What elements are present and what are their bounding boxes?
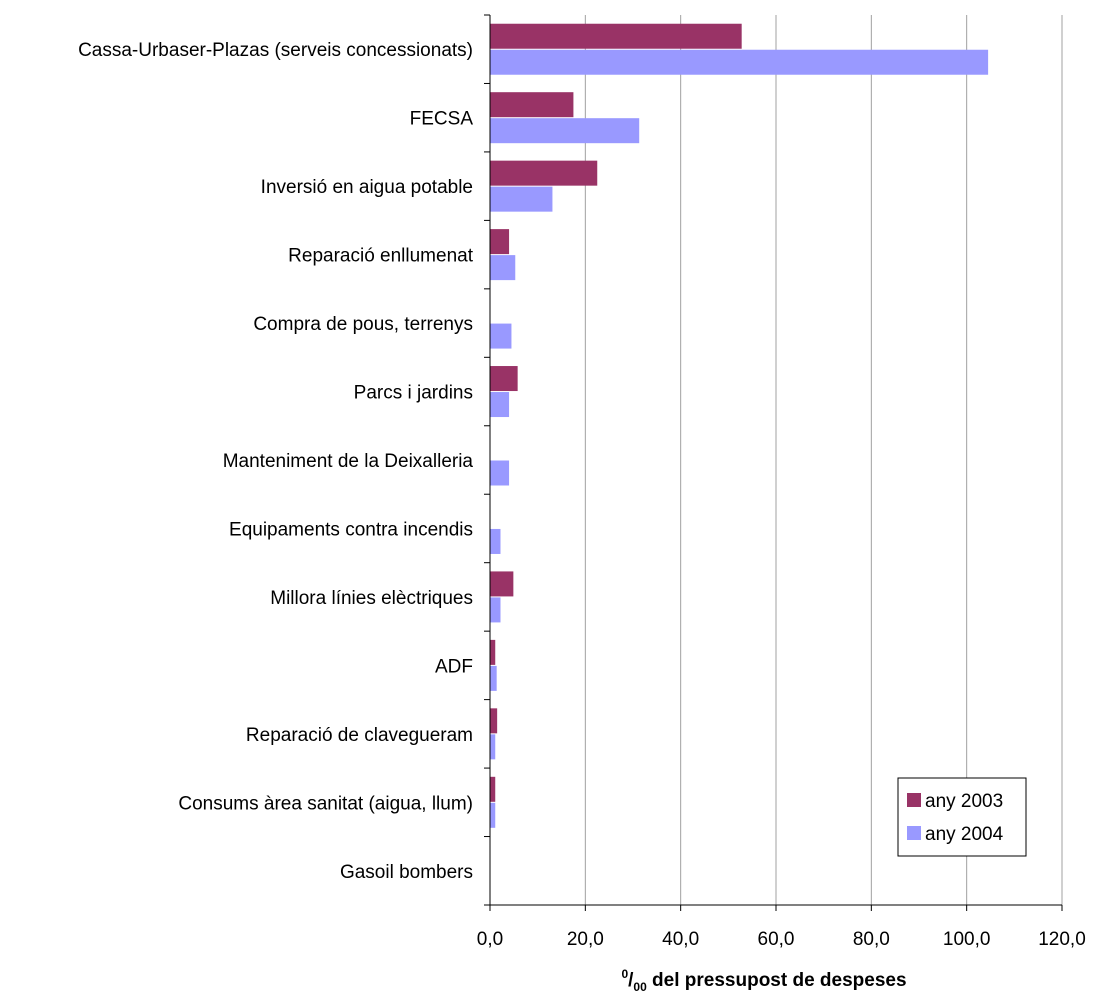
category-label: Inversió en aigua potable xyxy=(261,177,473,198)
category-label: Cassa-Urbaser-Plazas (serveis concession… xyxy=(78,40,473,61)
x-axis-title: 0/00 del pressupost de despeses xyxy=(621,967,906,992)
bar-any-2004 xyxy=(490,734,496,760)
category-label: Equipaments contra incendis xyxy=(229,519,473,540)
x-tick-label: 120,0 xyxy=(1038,929,1086,950)
legend-swatch xyxy=(907,793,921,807)
bar-any-2004 xyxy=(490,49,989,75)
x-tick-label: 80,0 xyxy=(853,929,890,950)
bar-any-2004 xyxy=(490,186,553,212)
bar-any-2004 xyxy=(490,802,496,828)
category-label: Compra de pous, terrenys xyxy=(253,314,473,335)
legend-box xyxy=(897,777,1027,857)
legend-label: any 2003 xyxy=(925,791,1003,812)
legend-label: any 2004 xyxy=(925,824,1004,845)
legend-swatch xyxy=(907,826,921,840)
bar-any-2004 xyxy=(490,665,497,691)
x-tick-label: 0,0 xyxy=(477,929,503,950)
category-label: Parcs i jardins xyxy=(354,383,473,404)
bar-any-2003 xyxy=(490,776,496,802)
x-tick-labels: 0,0 20,0 40,0 60,0 80,0 100,0 120,0 xyxy=(477,929,1086,950)
category-label: Gasoil bombers xyxy=(340,862,473,883)
gridlines xyxy=(584,15,1063,905)
bars xyxy=(490,23,989,828)
bar-any-2003 xyxy=(490,366,518,392)
category-labels: Cassa-Urbaser-Plazas (serveis concession… xyxy=(78,40,474,883)
x-axis-title-superscript: 0 xyxy=(621,967,628,981)
bar-any-2003 xyxy=(490,160,598,186)
bar-any-2004 xyxy=(490,597,501,623)
bar-any-2004 xyxy=(490,528,501,554)
x-tick-label: 40,0 xyxy=(662,929,699,950)
bar-any-2003 xyxy=(490,23,742,49)
x-axis-title-subscript: 00 xyxy=(633,980,647,992)
legend: any 2003 any 2004 xyxy=(897,777,1027,857)
category-label: Reparació enllumenat xyxy=(288,246,474,267)
bar-any-2003 xyxy=(490,708,498,734)
bar-any-2004 xyxy=(490,118,640,144)
axes xyxy=(484,14,1063,911)
category-label: FECSA xyxy=(410,109,474,130)
x-axis-title-text: del pressupost de despeses xyxy=(647,970,907,991)
bar-any-2003 xyxy=(490,571,514,597)
bar-any-2004 xyxy=(490,460,510,486)
x-axis-title-slash: / xyxy=(628,970,634,991)
category-label: ADF xyxy=(435,656,473,677)
bar-any-2003 xyxy=(490,92,574,118)
category-label: Millora línies elèctriques xyxy=(270,588,473,609)
bar-any-2004 xyxy=(490,392,510,418)
x-tick-label: 60,0 xyxy=(758,929,795,950)
x-tick-label: 100,0 xyxy=(943,929,991,950)
bar-any-2003 xyxy=(490,639,496,665)
bar-any-2004 xyxy=(490,255,516,281)
category-label: Reparació de clavegueram xyxy=(246,725,473,746)
x-tick-label: 20,0 xyxy=(567,929,604,950)
bar-any-2003 xyxy=(490,229,510,255)
category-label: Manteniment de la Deixalleria xyxy=(223,451,474,472)
category-label: Consums àrea sanitat (aigua, llum) xyxy=(178,793,473,814)
bar-any-2004 xyxy=(490,323,512,349)
